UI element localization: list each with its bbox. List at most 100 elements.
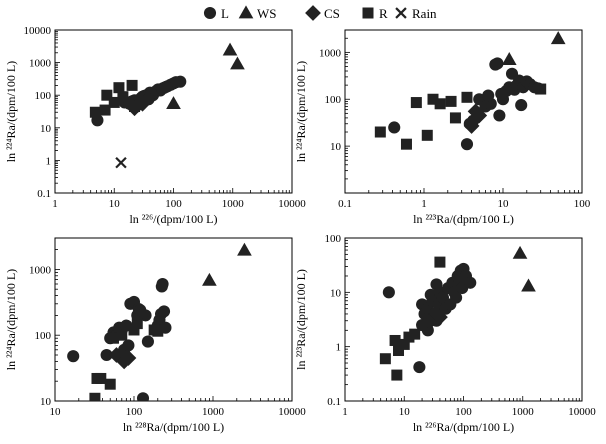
data-point-r [89,392,101,401]
data-point-cs [471,107,488,124]
data-point-cs [120,350,137,366]
data-point-r [409,328,421,340]
data-point-ws [512,245,528,259]
data-point-l [136,392,150,401]
legend-label: WS [257,6,277,21]
data-point-r [128,324,140,336]
data-point-ws [501,52,517,65]
series-r [89,318,164,401]
legend-item-l: L [203,6,229,21]
legend-label: Rain [412,6,437,21]
data-point-r [434,98,446,110]
data-point-r [95,372,107,384]
data-point-cs [463,117,480,134]
legend-marker-x [395,7,407,19]
data-point-l [493,109,506,122]
legend-label: R [379,6,388,21]
series-ws [202,242,252,286]
x-tick-label: 1 [342,406,348,418]
data-point-l [122,339,135,352]
data-point-r [89,106,101,118]
data-point-r [449,112,461,124]
data-point-r [104,378,116,390]
data-point-l [160,80,173,93]
legend-label: L [221,6,229,21]
data-point-r [400,138,412,150]
data-point-r [117,91,129,103]
x-tick-label: 100 [126,406,143,418]
plot-frame [344,237,583,402]
legend-item-r: R [362,6,388,21]
data-point-r [434,256,446,268]
y-tick-label: 1000 [29,58,52,70]
x-tick-label: 10000 [278,406,306,418]
series-l [67,277,172,401]
y-tick-label: 10000 [24,25,52,37]
data-point-r [461,91,473,103]
series-cs [108,347,137,370]
data-point-l [460,138,474,151]
data-point-l [174,75,187,88]
series-ws [512,245,536,292]
plot-frame [54,237,293,402]
x-tick-label: 100 [165,198,182,210]
data-point-r [113,82,125,94]
legend: L WS CS R Rain [203,5,437,21]
data-point-ws [202,272,217,286]
legend-marker-square [362,7,374,19]
x-tick-label: 0.1 [338,198,352,210]
plot-frame [344,29,583,194]
series-r [374,83,547,150]
data-point-l [515,99,528,112]
series-r [89,79,141,118]
x-axis-label: ln ²²⁶Ra/(dpm/100 L) [413,420,514,434]
data-point-r [379,353,391,365]
data-point-l [413,361,426,374]
y-tick-label: 100 [325,94,342,106]
y-tick-label: 100 [325,233,342,245]
x-tick-label: 1 [52,198,58,210]
data-point-l [382,286,395,299]
series-cs [422,306,448,329]
data-point-l [491,57,504,70]
y-tick-label: 10 [330,287,342,299]
data-point-l [100,348,113,362]
x-tick-label: 100 [455,406,472,418]
data-point-r [374,126,386,138]
data-point-r [410,97,422,109]
data-point-l [388,121,401,134]
data-point-r [99,104,111,116]
data-point-r [101,89,113,101]
data-point-cs [432,309,448,326]
y-axis-label: ln ²²³Ra/(dpm/100 L) [294,269,308,370]
y-tick-label: 10 [40,396,52,408]
x-axis-label: ln ²²³Ra/(dpm/100 L) [413,212,514,226]
data-points [374,31,566,151]
series-l [388,57,545,151]
y-axis-label: ln ²²⁴Ra/(dpm/100 L) [294,61,308,162]
data-point-r [535,83,547,95]
data-point-r [152,325,164,337]
data-point-r [116,329,128,341]
y-tick-label: 100 [35,330,52,342]
data-point-l [482,89,495,102]
data-point-r [108,96,120,108]
y-tick-label: 1 [46,155,52,167]
data-point-ws [230,56,245,70]
y-tick-label: 10 [40,123,52,135]
legend-item-ws: WS [238,5,277,21]
data-point-r [389,334,401,346]
series-ws [166,42,245,109]
data-point-r [131,318,143,330]
data-point-ws [237,242,252,256]
data-point-cs [108,347,125,363]
data-point-r [398,338,410,350]
chart-panel-2: 0.1 1 10 100 10 100 1000 ln ²²³Ra/(dpm/100 L) ln… [294,29,591,226]
data-point-l [464,276,477,289]
data-point-r [391,369,403,381]
data-point-ws [550,31,566,45]
data-point-r [427,93,439,105]
data-point-rain [115,156,127,169]
